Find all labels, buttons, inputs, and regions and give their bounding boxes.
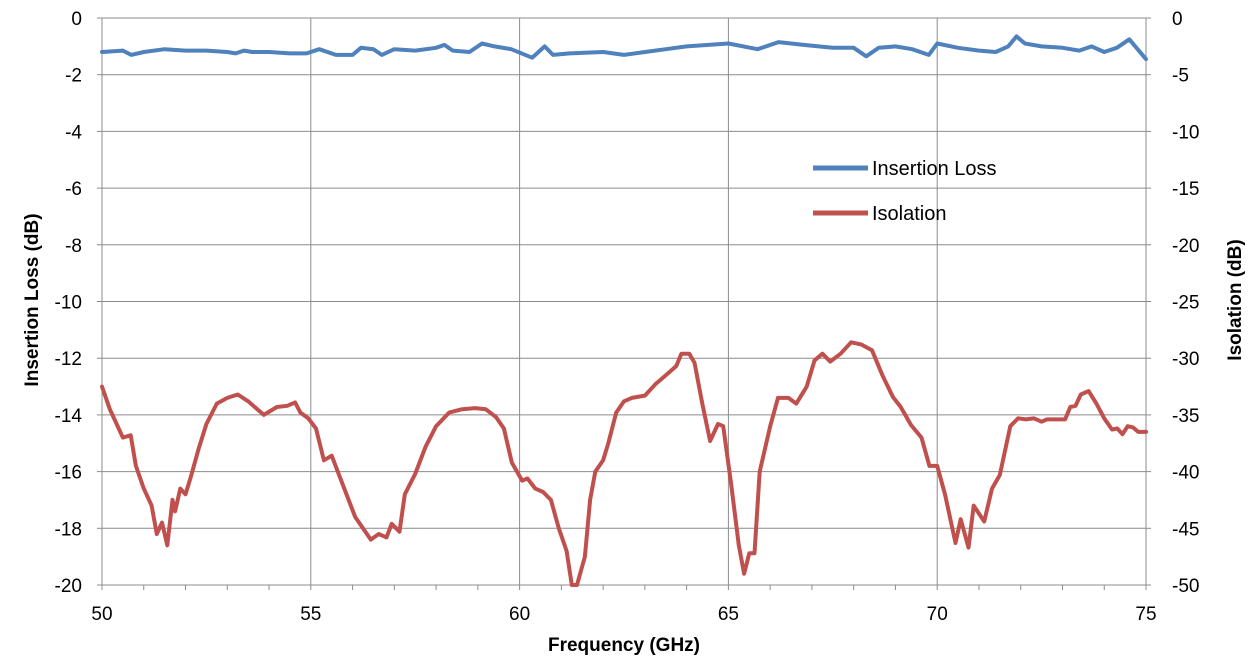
y-left-tick-label: -12 [55, 349, 82, 370]
y-right-tick-label: -35 [1172, 406, 1199, 427]
y-right-tick-label: 0 [1172, 9, 1183, 30]
y-right-tick-label: -10 [1172, 122, 1199, 143]
x-axis-title: Frequency (GHz) [548, 635, 700, 656]
x-tick-label: 65 [718, 604, 739, 625]
y-left-tick-label: -14 [55, 406, 83, 427]
y-right-tick-label: -5 [1172, 66, 1189, 87]
y-left-tick-label: -20 [55, 576, 82, 597]
gridlines [97, 17, 1151, 590]
y-left-tick-label: -18 [55, 519, 82, 540]
y-left-axis-title: Insertion Loss (dB) [22, 213, 43, 386]
series-line-insertion-loss [100, 34, 1148, 62]
x-tick-label: 55 [300, 604, 321, 625]
y-right-tick-label: -30 [1172, 349, 1199, 370]
y-left-tick-label: -16 [55, 463, 82, 484]
y-right-tick-label: -20 [1172, 236, 1199, 257]
y-right-tick-label: -25 [1172, 293, 1199, 314]
tick-labels: 0 0 -2 -5 -4 -10 -6 -15 -8 -20 -10 -25 -12 -30 -14 -35 -… [55, 9, 1200, 625]
series-lines [100, 34, 1148, 587]
series-line-isolation [100, 340, 1148, 587]
y-right-tick-label: -50 [1172, 576, 1199, 597]
y-left-tick-label: 0 [71, 9, 82, 30]
y-left-tick-label: -10 [55, 293, 82, 314]
y-left-tick-label: -4 [65, 122, 82, 143]
y-left-tick-label: -6 [65, 179, 82, 200]
x-tick-label: 60 [509, 604, 530, 625]
x-tick-label: 75 [1135, 604, 1156, 625]
y-right-axis-title: Isolation (dB) [1225, 239, 1246, 360]
x-tick-label: 50 [91, 604, 112, 625]
legend-isolation-label: Isolation [872, 203, 947, 225]
y-right-tick-label: -40 [1172, 463, 1199, 484]
y-left-tick-label: -8 [65, 236, 82, 257]
y-right-tick-label: -45 [1172, 519, 1199, 540]
x-tick-label: 70 [927, 604, 948, 625]
legend: Insertion Loss Isolation [813, 158, 997, 225]
legend-insertion-loss-label: Insertion Loss [872, 158, 997, 180]
y-right-tick-label: -15 [1172, 179, 1199, 200]
y-left-tick-label: -2 [65, 66, 82, 87]
